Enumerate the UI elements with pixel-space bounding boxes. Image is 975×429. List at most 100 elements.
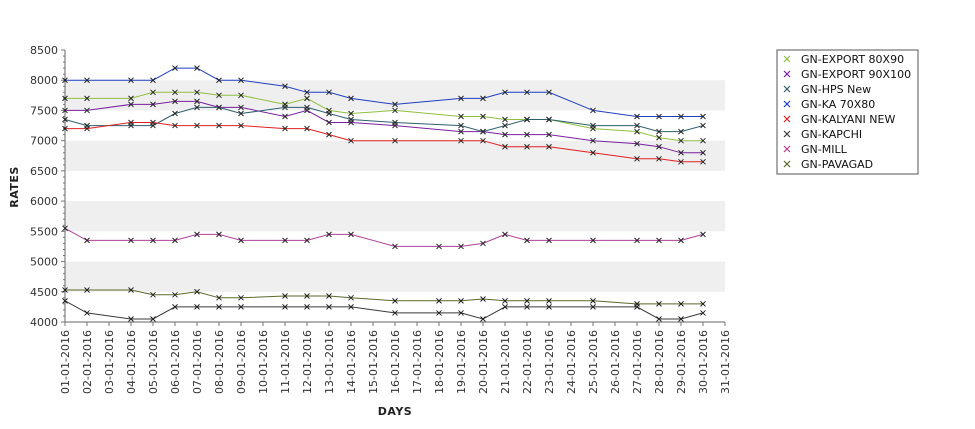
data-point: [700, 113, 706, 120]
data-point: [128, 287, 134, 293]
data-point: [194, 98, 200, 105]
data-point: [634, 128, 640, 135]
legend-item: GN-KAPCHI: [783, 128, 862, 141]
data-point: [62, 225, 68, 232]
data-point: [524, 116, 530, 123]
data-point: [700, 137, 706, 144]
legend: GN-EXPORT 80X90 GN-EXPORT 90X100 GN-HPS Ne…: [776, 49, 919, 175]
y-tick-label: 5000: [30, 256, 58, 269]
data-point: [150, 77, 156, 84]
data-point: [194, 288, 200, 295]
data-point: [194, 65, 200, 71]
data-point: [84, 125, 90, 132]
x-tick-label: 11-01-2016: [279, 330, 292, 394]
data-point: [172, 237, 178, 244]
legend-box: [776, 49, 919, 175]
grid-bands: [65, 50, 725, 322]
legend-label: GN-MILL: [801, 143, 848, 156]
data-point: [128, 237, 134, 244]
x-tick-label: 10-01-2016: [257, 330, 270, 394]
data-point: [150, 291, 156, 298]
data-point: [590, 297, 596, 304]
data-point: [216, 92, 222, 99]
data-point: [392, 310, 398, 316]
data-point: [62, 287, 68, 293]
data-point: [128, 95, 134, 102]
data-point: [238, 237, 244, 244]
grid-band: [65, 80, 725, 111]
y-axis: 4000 4500 5000 5500 6000 6500 7000 7500 8000 8500: [30, 44, 66, 329]
data-point: [392, 297, 398, 304]
data-point: [700, 310, 706, 316]
data-point: [634, 237, 640, 244]
x-tick-label: 01-01-2016: [59, 330, 72, 394]
x-tick-label: 27-01-2016: [631, 330, 644, 394]
legend-item: GN-PAVAGAD: [783, 158, 873, 171]
legend-label: GN-HPS New: [801, 83, 871, 96]
data-point: [216, 122, 222, 129]
data-point: [326, 304, 332, 310]
data-point: [84, 237, 90, 244]
data-point: [392, 137, 398, 144]
data-point: [392, 107, 398, 114]
data-point: [634, 301, 640, 307]
x-tick-label: 12-01-2016: [301, 330, 314, 394]
data-point: [62, 107, 68, 114]
data-point: [700, 231, 706, 238]
data-point: [84, 287, 90, 293]
data-point: [282, 113, 288, 120]
data-point: [656, 316, 662, 322]
data-point: [524, 131, 530, 138]
data-point: [238, 92, 244, 99]
data-point: [524, 297, 530, 304]
x-tick-label: 14-01-2016: [345, 330, 358, 394]
x-tick-label: 05-01-2016: [147, 330, 160, 394]
x-tick-label: 09-01-2016: [235, 330, 248, 394]
data-point: [480, 95, 486, 102]
data-point: [194, 231, 200, 238]
data-point: [656, 143, 662, 150]
data-point: [304, 125, 310, 132]
legend-item: GN-EXPORT 80X90: [783, 53, 904, 66]
data-point: [656, 113, 662, 120]
data-point: [304, 304, 310, 310]
x-tick-label: 26-01-2016: [609, 330, 622, 394]
data-point: [172, 122, 178, 129]
data-point: [62, 77, 68, 84]
x-tick-label: 02-01-2016: [81, 330, 94, 394]
data-point: [392, 119, 398, 126]
data-point: [678, 316, 684, 322]
x-tick-label: 28-01-2016: [653, 330, 666, 394]
data-point: [480, 296, 486, 302]
x-tick-label: 21-01-2016: [499, 330, 512, 394]
data-point: [62, 95, 68, 102]
data-point: [524, 143, 530, 150]
data-point: [546, 143, 552, 150]
data-point: [128, 316, 134, 322]
data-point: [436, 310, 442, 316]
x-tick-label: 23-01-2016: [543, 330, 556, 394]
data-point: [480, 316, 486, 322]
data-point: [502, 231, 508, 238]
data-point: [678, 237, 684, 244]
data-point: [238, 122, 244, 129]
data-point: [348, 95, 354, 102]
data-point: [326, 231, 332, 238]
data-point: [480, 113, 486, 120]
data-point: [590, 237, 596, 244]
data-point: [436, 243, 442, 250]
data-point: [326, 119, 332, 126]
data-point: [480, 137, 486, 144]
y-axis-title: RATES: [8, 166, 21, 208]
series-line: [64, 300, 704, 320]
series-line: [64, 227, 704, 247]
data-point: [326, 89, 332, 96]
data-point: [282, 293, 288, 299]
data-point: [458, 297, 464, 304]
data-point: [84, 107, 90, 114]
data-point: [700, 149, 706, 156]
x-tick-label: 13-01-2016: [323, 330, 336, 394]
x-tick-label: 07-01-2016: [191, 330, 204, 394]
data-point: [480, 128, 486, 135]
y-tick-label: 4500: [30, 286, 58, 299]
